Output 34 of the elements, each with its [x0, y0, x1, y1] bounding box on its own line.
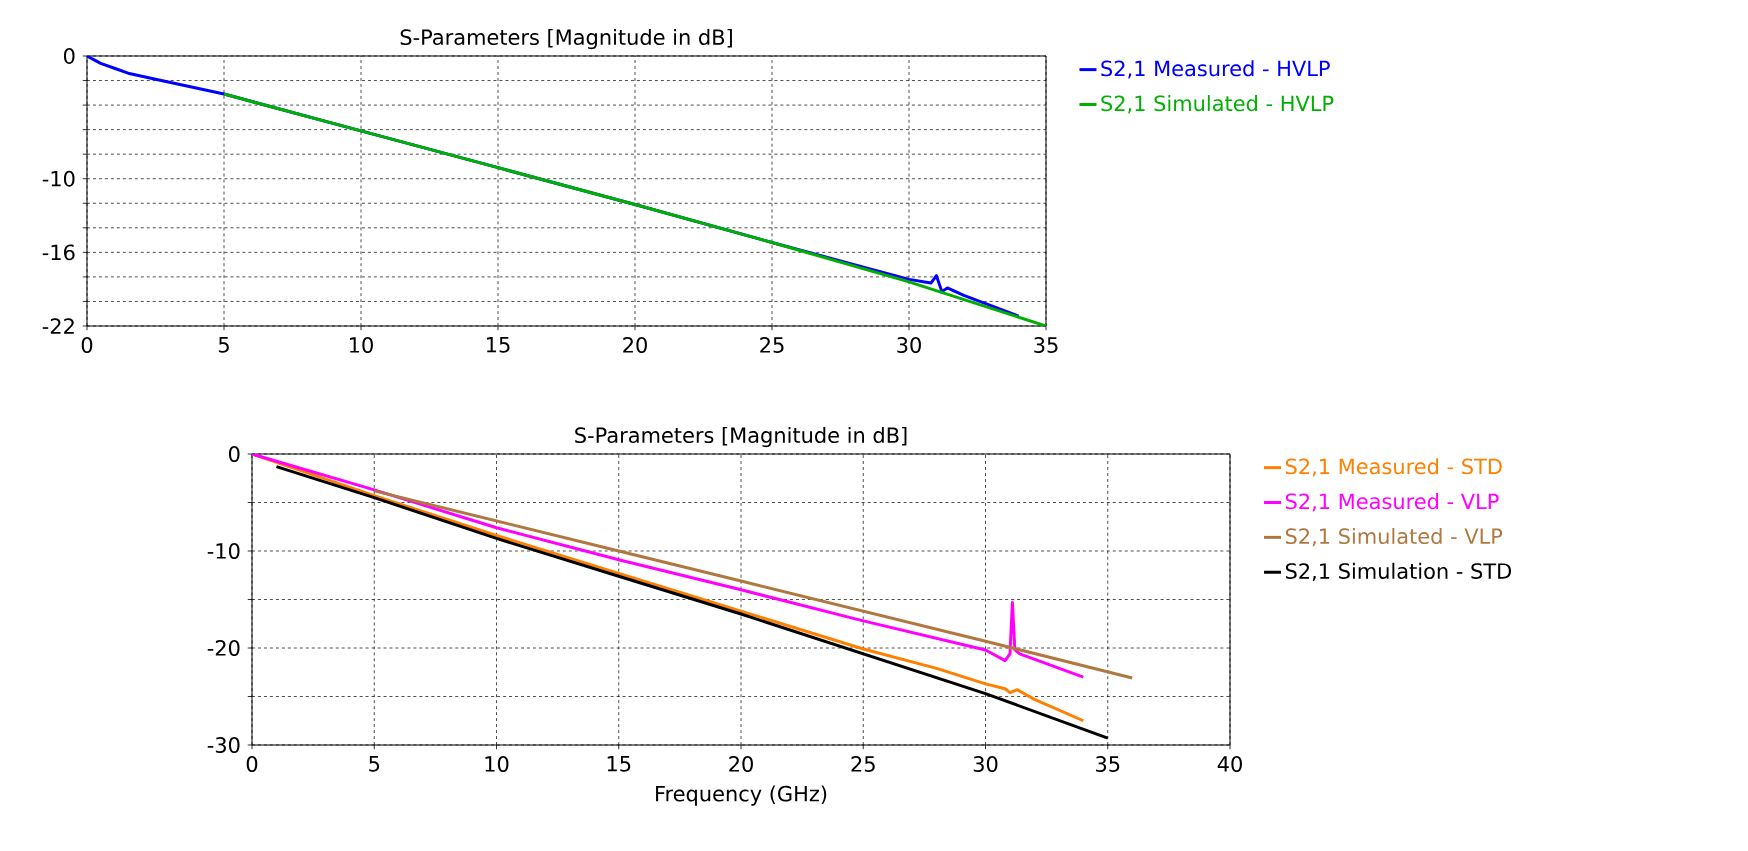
chart-title: S-Parameters [Magnitude in dB] — [575, 426, 907, 448]
legend-label: S2,1 Simulation - STD — [1285, 562, 1511, 582]
x-tick-label: 5 — [218, 337, 229, 353]
legend-label: S2,1 Simulated - HVLP — [1101, 95, 1334, 114]
x-tick-label: 20 — [623, 337, 647, 353]
x-tick-label: 25 — [760, 337, 784, 353]
y-tick-label: 0 — [228, 446, 240, 462]
x-tick-label: 15 — [486, 337, 510, 353]
legend-label: S2,1 Measured - STD — [1285, 458, 1502, 477]
x-tick-label: 0 — [246, 756, 258, 772]
x-tick-label: 35 — [1096, 756, 1120, 772]
x-tick-label: 15 — [607, 756, 631, 772]
x-tick-label: 20 — [729, 756, 753, 772]
y-tick-label: -10 — [42, 170, 75, 187]
x-tick-label: 25 — [851, 756, 875, 772]
x-tick-label: 5 — [369, 756, 380, 772]
legend-label: S2,1 Measured - VLP — [1285, 493, 1499, 512]
x-tick-label: 10 — [349, 337, 373, 353]
x-tick-label: 35 — [1034, 337, 1058, 353]
x-tick-label: 40 — [1217, 756, 1242, 772]
chart-title: S-Parameters [Magnitude in dB] — [400, 28, 732, 50]
x-tick-label: 0 — [81, 337, 93, 353]
y-tick-label: -22 — [42, 318, 74, 334]
x-axis-title: Frequency (GHz) — [656, 785, 827, 806]
y-tick-label: -16 — [42, 244, 75, 261]
y-tick-label: -10 — [207, 543, 240, 559]
x-tick-label: 30 — [897, 337, 921, 353]
y-tick-label: -20 — [207, 640, 240, 656]
x-tick-label: 30 — [973, 756, 998, 772]
y-tick-label: -30 — [207, 737, 240, 753]
legend-label: S2,1 Simulated - VLP — [1285, 527, 1503, 547]
y-tick-label: 0 — [63, 48, 75, 64]
legend-label: S2,1 Measured - HVLP — [1101, 60, 1330, 79]
x-tick-label: 10 — [485, 756, 509, 772]
